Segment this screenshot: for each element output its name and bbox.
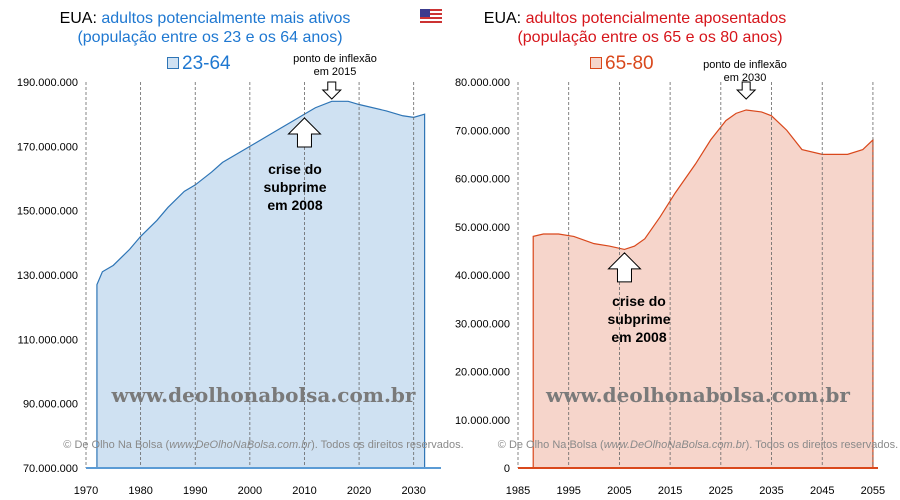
us-flag-icon — [420, 9, 442, 23]
right-crise-2: subprime — [607, 311, 671, 327]
x-tick-label: 2055 — [861, 485, 885, 497]
y-tick-label: 50.000.000 — [455, 222, 510, 234]
x-tick-label: 2045 — [810, 485, 834, 497]
y-tick-label: 0 — [504, 463, 510, 475]
up-arrow-icon — [607, 252, 642, 283]
left-title: EUA: adultos potencialmente mais ativos — [40, 9, 370, 28]
y-tick-label: 70.000.000 — [455, 125, 510, 137]
copyright: © De Olho Na Bolsa (www.DeOlhoNaBolsa.co… — [63, 439, 463, 451]
right-annotation-line1: ponto de inflexão — [703, 59, 787, 71]
left-crise-1: crise do — [268, 161, 322, 177]
right-subtitle: (população entre os 65 e os 80 anos) — [517, 29, 783, 46]
x-tick-label: 2020 — [347, 485, 371, 497]
x-tick-label: 2030 — [401, 485, 425, 497]
up-arrow-icon — [287, 117, 322, 148]
left-annotation-line2: em 2015 — [313, 66, 357, 78]
left-legend-label: 23-64 — [182, 53, 231, 74]
y-tick-label: 150.000.000 — [17, 206, 78, 218]
y-tick-label: 30.000.000 — [455, 318, 510, 330]
y-tick-label: 170.000.000 — [17, 141, 78, 153]
x-tick-label: 2035 — [759, 485, 783, 497]
right-legend-swatch — [590, 57, 602, 69]
y-tick-label: 80.000.000 — [455, 77, 510, 89]
left-crise-2: subprime — [263, 179, 327, 195]
left-annotation-line1: ponto de inflexão — [293, 53, 377, 65]
y-tick-label: 190.000.000 — [17, 77, 78, 89]
left-legend: 23-64 — [167, 53, 231, 75]
left-legend-swatch — [167, 57, 179, 69]
y-tick-label: 90.000.000 — [23, 399, 78, 411]
series-area-0 — [96, 100, 426, 469]
down-arrow-icon — [735, 81, 757, 100]
x-tick-label: 1970 — [74, 485, 98, 497]
right-crise: crise do subprime em 2008 — [594, 292, 684, 346]
right-annotation-line2: em 2030 — [723, 72, 767, 84]
watermark: www.deolhonabolsa.com.br — [111, 383, 416, 407]
y-tick-label: 20.000.000 — [455, 367, 510, 379]
right-crise-3: em 2008 — [611, 329, 667, 345]
y-tick-label: 110.000.000 — [18, 334, 78, 346]
left-title-text: adultos potencialmente mais ativos — [101, 10, 351, 27]
y-tick-label: 40.000.000 — [455, 270, 510, 282]
series-area-1 — [532, 109, 874, 469]
right-annotation: ponto de inflexão em 2030 — [690, 59, 800, 85]
x-tick-label: 2010 — [292, 485, 316, 497]
left-crise: crise do subprime em 2008 — [250, 160, 340, 214]
x-tick-label: 2005 — [607, 485, 631, 497]
watermark: www.deolhonabolsa.com.br — [545, 383, 850, 407]
right-title-text: adultos potencialmente aposentados — [525, 10, 787, 27]
right-title: EUA: adultos potencialmente aposentados — [470, 9, 800, 28]
y-tick-label: 60.000.000 — [455, 174, 510, 186]
left-crise-3: em 2008 — [267, 197, 323, 213]
x-tick-label: 2000 — [238, 485, 262, 497]
right-title-prefix: EUA: — [483, 10, 522, 27]
x-tick-label: 2015 — [658, 485, 682, 497]
down-arrow-icon — [321, 81, 342, 100]
left-annotation: ponto de inflexão em 2015 — [280, 53, 390, 79]
y-tick-label: 70.000.000 — [23, 463, 78, 475]
y-tick-label: 130.000.000 — [17, 270, 78, 282]
x-tick-label: 1990 — [183, 485, 207, 497]
left-title-prefix: EUA: — [59, 10, 97, 27]
x-tick-label: 2025 — [709, 485, 733, 497]
left-subtitle: (população entre os 23 e os 64 anos) — [77, 29, 343, 46]
right-legend-label: 65-80 — [605, 53, 654, 74]
x-tick-label: 1980 — [128, 485, 152, 497]
copyright: © De Olho Na Bolsa (www.DeOlhoNaBolsa.co… — [498, 439, 898, 451]
x-tick-label: 1995 — [556, 485, 580, 497]
y-tick-label: 10.000.000 — [455, 415, 510, 427]
right-crise-1: crise do — [612, 293, 666, 309]
right-legend: 65-80 — [590, 53, 654, 75]
x-tick-label: 1985 — [506, 485, 530, 497]
